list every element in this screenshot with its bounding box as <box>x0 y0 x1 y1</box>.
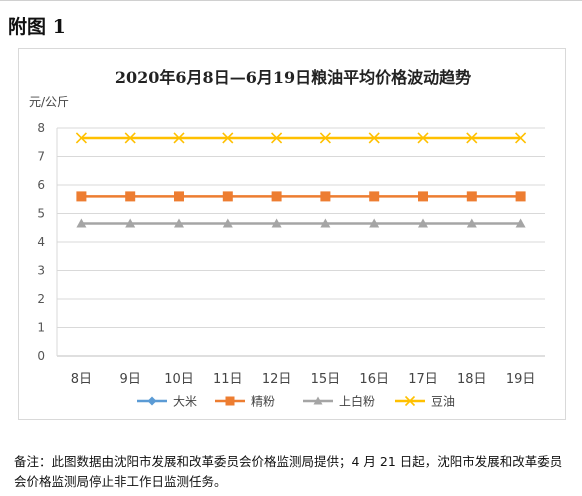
x-tick-labels: 8日 9日 10日 11日 12日 15日 16日 17日 18日 19日 <box>71 372 536 387</box>
point-3-7-b <box>417 132 429 144</box>
point-1-6 <box>369 191 380 202</box>
x-tick-5: 15日 <box>311 372 341 387</box>
point-3-8-b <box>466 132 478 144</box>
series-lines <box>75 132 527 228</box>
point-1-2 <box>174 191 184 202</box>
point-3-3-b <box>222 132 234 144</box>
point-2-6 <box>369 218 380 228</box>
point-3-0-b <box>75 132 87 144</box>
y-tick-5: 5 <box>37 207 45 221</box>
point-3-6 <box>368 132 380 144</box>
legend-label-0: 大米 <box>173 395 197 409</box>
point-1-8 <box>466 191 477 202</box>
point-2-5 <box>320 218 331 228</box>
legend-marker-1 <box>225 396 235 406</box>
x-tick-2: 10日 <box>164 372 194 387</box>
point-3-2 <box>173 132 185 144</box>
y-tick-8: 8 <box>37 121 45 135</box>
footnote: 备注：此图数据由沈阳市发展和改革委员会价格监测局提供；4 月 21 日起，沈阳市… <box>14 454 563 489</box>
y-tick-7: 7 <box>37 150 45 164</box>
legend-marker-3-b <box>404 395 416 407</box>
point-3-0 <box>75 132 87 144</box>
legend-marker-3 <box>404 395 416 407</box>
y-tick-6: 6 <box>37 178 45 192</box>
point-2-1 <box>125 218 136 228</box>
point-3-9-b <box>515 132 527 144</box>
legend-label-3: 豆油 <box>431 395 455 409</box>
point-3-1-b <box>124 132 136 144</box>
point-3-8 <box>466 132 478 144</box>
point-3-6-b <box>368 132 380 144</box>
x-tick-3: 11日 <box>213 372 243 387</box>
line-chart: 2020年6月8日—6月19日粮油平均价格波动趋势 元/公斤 0 1 2 3 4 5 6 7 8… <box>29 68 545 409</box>
legend: 大米 精粉 上白粉 豆油 <box>137 394 455 409</box>
point-3-4-b <box>271 132 283 144</box>
y-tick-4: 4 <box>37 235 45 249</box>
point-1-9 <box>515 191 526 202</box>
top-rule <box>0 0 582 1</box>
legend-marker-0 <box>147 396 157 406</box>
y-tick-1: 1 <box>37 321 45 335</box>
point-3-9 <box>515 132 527 144</box>
point-3-4 <box>271 132 283 144</box>
point-1-3 <box>222 191 233 202</box>
point-1-4 <box>271 191 282 202</box>
y-tick-2: 2 <box>37 292 45 306</box>
point-2-3 <box>222 218 233 228</box>
point-2-9 <box>515 218 526 228</box>
point-1-1 <box>125 191 136 202</box>
chart-title: 2020年6月8日—6月19日粮油平均价格波动趋势 <box>115 68 471 87</box>
y-axis-label: 元/公斤 <box>29 95 69 109</box>
y-tick-3: 3 <box>37 264 45 278</box>
y-tick-0: 0 <box>37 349 45 363</box>
y-tick-labels: 0 1 2 3 4 5 6 7 8 <box>37 121 45 363</box>
point-1-5 <box>320 191 331 202</box>
point-2-7 <box>418 218 428 228</box>
point-2-8 <box>466 218 477 228</box>
x-tick-7: 17日 <box>408 372 438 387</box>
point-2-0 <box>76 218 87 228</box>
x-tick-1: 9日 <box>120 372 141 387</box>
x-tick-4: 12日 <box>262 372 292 387</box>
point-3-7 <box>417 132 429 144</box>
point-1-7 <box>418 191 428 202</box>
legend-label-1: 精粉 <box>251 395 275 409</box>
point-3-3 <box>222 132 234 144</box>
legend-marker-2 <box>313 396 323 405</box>
point-3-5 <box>319 132 331 144</box>
point-3-2-b <box>173 132 185 144</box>
legend-label-2: 上白粉 <box>339 394 375 409</box>
figure-heading: 附图 1 <box>8 16 66 38</box>
x-tick-6: 16日 <box>359 372 389 387</box>
x-tick-8: 18日 <box>457 372 487 387</box>
point-3-1 <box>124 132 136 144</box>
chart-frame: 2020年6月8日—6月19日粮油平均价格波动趋势 元/公斤 0 1 2 3 4 5 6 7 8… <box>18 48 566 420</box>
gridlines <box>56 127 545 357</box>
point-3-5-b <box>319 132 331 144</box>
x-tick-0: 8日 <box>71 372 92 387</box>
x-tick-9: 19日 <box>506 372 536 387</box>
point-1-0 <box>76 191 87 202</box>
point-2-4 <box>271 218 282 228</box>
point-2-2 <box>174 218 184 228</box>
